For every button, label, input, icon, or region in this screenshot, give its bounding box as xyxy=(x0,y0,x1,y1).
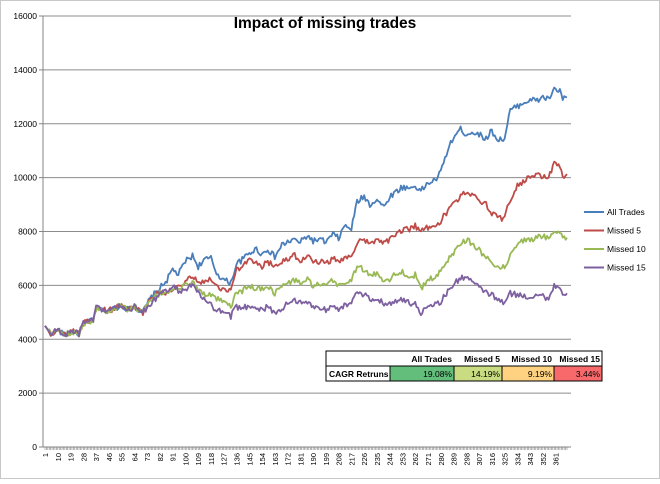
cagr-table: All Trades Missed 5 Missed 10 Missed 15 CAGR… xyxy=(325,350,603,382)
legend-label: Missed 10 xyxy=(607,244,646,254)
chart-title: Impact of missing trades xyxy=(234,15,417,32)
x-tick-label: 244 xyxy=(386,453,395,466)
x-tick-label: 10 xyxy=(54,453,63,461)
x-tick-label: 82 xyxy=(156,453,165,461)
series-lines xyxy=(44,86,568,338)
table-header-cell: Missed 10 xyxy=(511,354,552,364)
table-header-cell: Missed 15 xyxy=(559,354,600,364)
x-tick-label: 118 xyxy=(207,453,216,465)
x-tick-label: 343 xyxy=(526,453,535,466)
legend-label: Missed 5 xyxy=(607,226,641,236)
x-tick-label: 334 xyxy=(513,453,522,466)
x-tick-label: 325 xyxy=(501,453,510,466)
legend-label: Missed 15 xyxy=(607,263,646,273)
x-tick-label: 235 xyxy=(373,453,382,466)
table-value-cell xyxy=(553,365,603,382)
x-tick-label: 172 xyxy=(284,453,293,466)
x-tick-label: 253 xyxy=(398,453,407,466)
table-header-cell: All Trades xyxy=(411,354,452,364)
table-header-cell: Missed 5 xyxy=(464,354,500,364)
y-tick-label: 6000 xyxy=(18,280,37,290)
x-tick-label: 199 xyxy=(322,453,331,466)
table-value: 14.19% xyxy=(471,369,500,379)
y-tick-label: 4000 xyxy=(18,334,37,344)
x-tick-label: 64 xyxy=(130,453,139,461)
x-tick-label: 361 xyxy=(552,453,561,466)
x-tick-label: 316 xyxy=(488,453,497,466)
x-tick-label: 46 xyxy=(105,453,114,461)
x-tick-label: 91 xyxy=(169,453,178,461)
table-value: 3.44% xyxy=(576,369,601,379)
table-value: 19.08% xyxy=(423,369,452,379)
x-tick-label: 55 xyxy=(118,453,127,461)
x-tick-label: 136 xyxy=(232,453,241,466)
x-tick-label: 271 xyxy=(424,453,433,466)
x-tick-label: 109 xyxy=(194,453,203,466)
x-tick-label: 127 xyxy=(220,453,229,466)
x-tick-label: 307 xyxy=(475,453,484,466)
x-tick-label: 208 xyxy=(335,453,344,466)
x-tick-label: 352 xyxy=(539,453,548,466)
y-tick-label: 2000 xyxy=(18,388,37,398)
gridlines xyxy=(43,15,571,394)
x-tick-label: 19 xyxy=(67,453,76,461)
x-tick-label: 37 xyxy=(92,453,101,461)
y-tick-label: 12000 xyxy=(13,119,37,129)
x-tick-label: 145 xyxy=(245,453,254,466)
x-tick-label: 298 xyxy=(462,453,471,466)
x-tick-label: 73 xyxy=(143,453,152,461)
series-line-missed-10 xyxy=(44,230,568,338)
x-tick-label: 262 xyxy=(411,453,420,466)
table-row-label: CAGR Retruns xyxy=(329,369,389,379)
y-tick-label: 8000 xyxy=(18,227,37,237)
legend: All Trades Missed 5 Missed 10 Missed 15 xyxy=(584,207,646,273)
x-tick-label: 217 xyxy=(347,453,356,466)
x-tick-label: 1 xyxy=(41,453,50,457)
x-tick-label: 289 xyxy=(450,453,459,466)
x-tick-label: 163 xyxy=(271,453,280,466)
y-tick-label: 14000 xyxy=(13,65,37,75)
x-tick-label: 226 xyxy=(360,453,369,466)
x-tick-label: 280 xyxy=(437,453,446,466)
y-tick-label: 10000 xyxy=(13,173,37,183)
axes: 0 2000 4000 6000 8000 10000 12000 14000 16000 1 10… xyxy=(13,11,571,466)
x-tick-label: 190 xyxy=(309,453,318,466)
y-tick-label: 0 xyxy=(32,442,37,452)
x-tick-label: 100 xyxy=(181,453,190,466)
x-tick-label: 181 xyxy=(296,453,305,466)
x-tick-label: 154 xyxy=(258,453,267,466)
legend-label: All Trades xyxy=(607,207,645,217)
x-tick-label: 28 xyxy=(79,453,88,461)
table-value: 9.19% xyxy=(528,369,553,379)
y-tick-label: 16000 xyxy=(13,11,37,21)
series-line-missed-15 xyxy=(44,274,568,338)
